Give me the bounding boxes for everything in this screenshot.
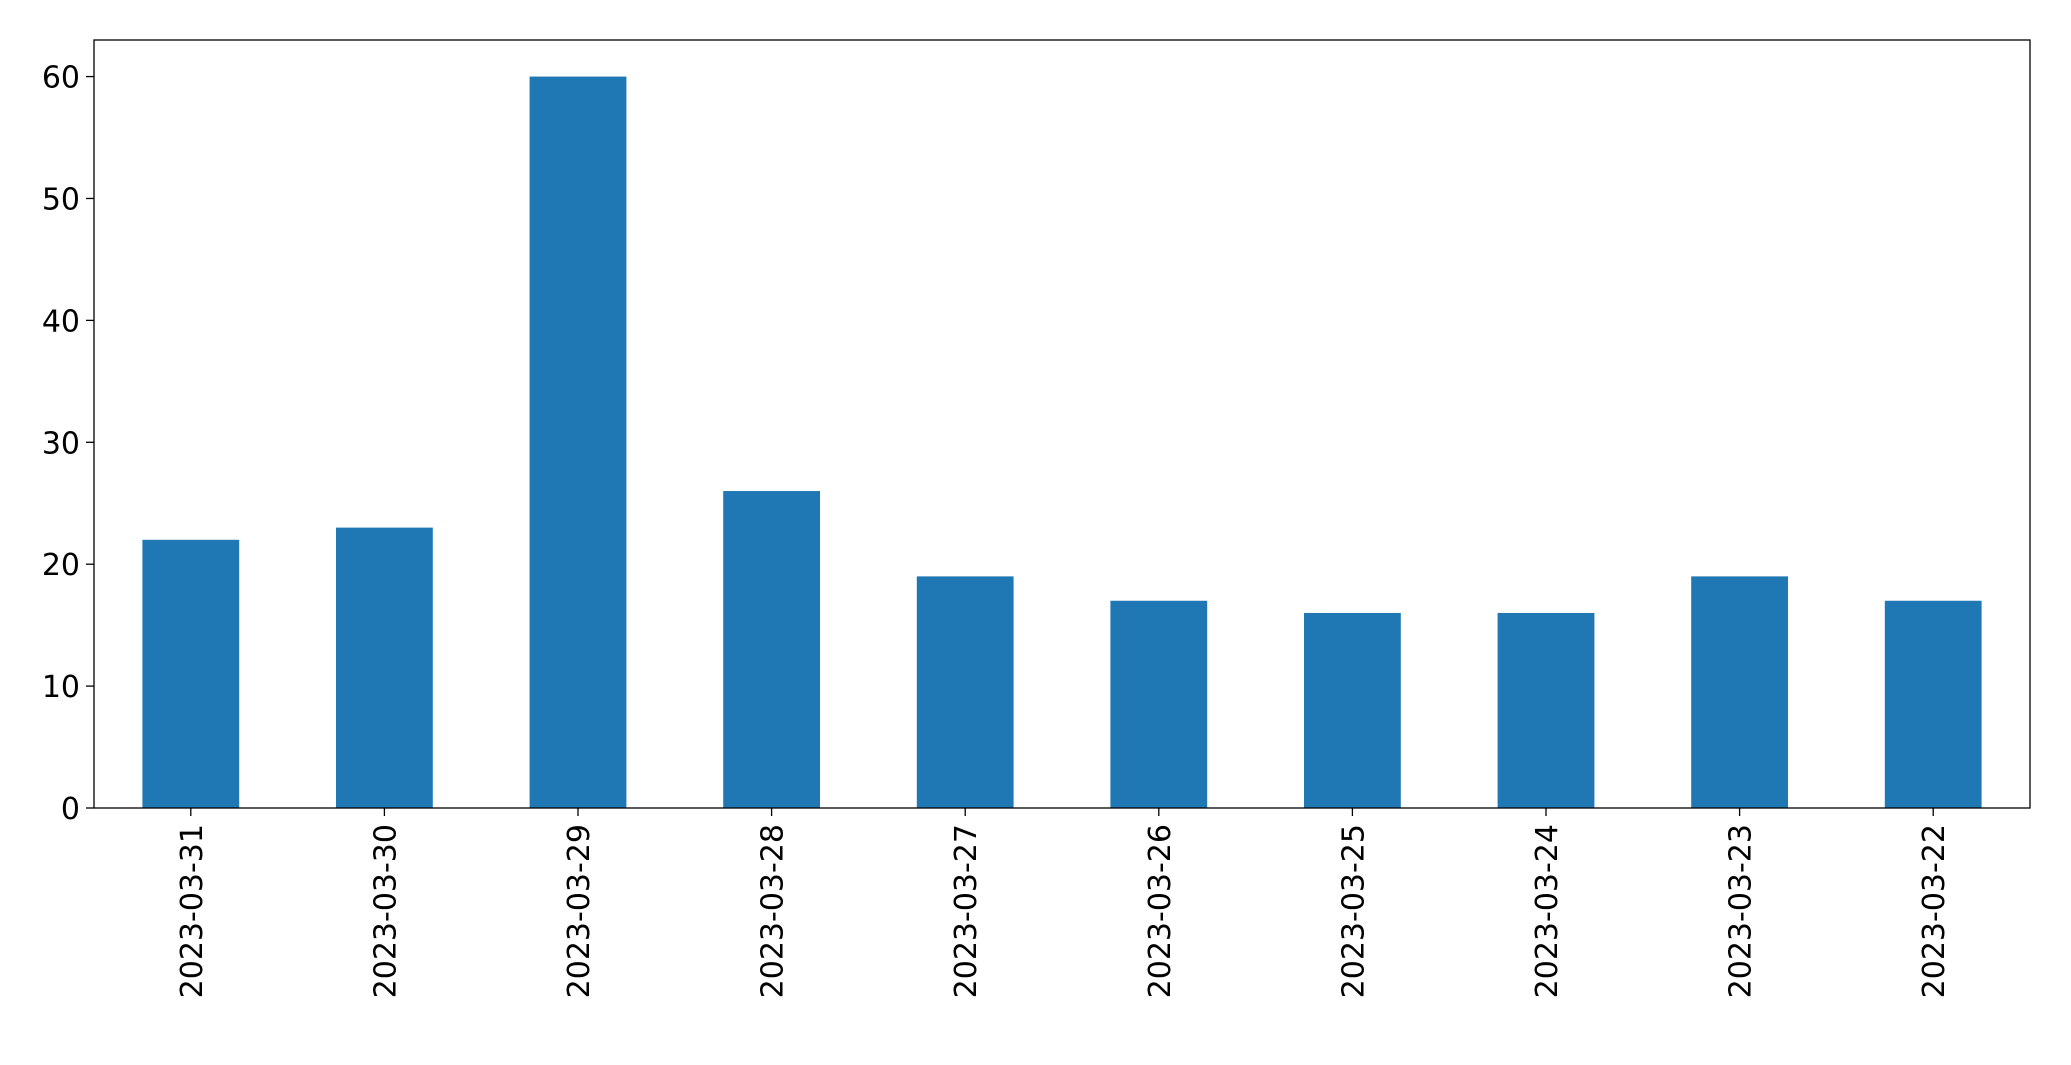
y-tick-label: 20 (42, 548, 80, 583)
bar (142, 539, 240, 808)
bar (1691, 576, 1788, 808)
x-tick-label: 2023-03-28 (756, 824, 791, 998)
bar (916, 576, 1014, 808)
bar (1884, 600, 1982, 808)
x-tick-label: 2023-03-23 (1724, 824, 1759, 998)
y-tick-label: 10 (42, 670, 80, 705)
y-tick-label: 60 (42, 61, 80, 96)
y-tick-label: 30 (42, 426, 80, 461)
plot-frame (93, 39, 2031, 809)
x-tick-label: 2023-03-27 (949, 824, 984, 998)
x-tick-label: 2023-03-24 (1530, 824, 1565, 998)
x-tick-label: 2023-03-30 (368, 824, 403, 998)
x-tick-label: 2023-03-22 (1917, 824, 1952, 998)
bar (1304, 612, 1401, 808)
bar (1110, 600, 1208, 808)
bar (723, 491, 820, 808)
bar (529, 76, 627, 809)
bar (336, 527, 433, 808)
bar (1497, 612, 1595, 808)
x-tick-label: 2023-03-26 (1143, 824, 1178, 998)
y-tick-label: 0 (61, 792, 80, 827)
x-tick-label: 2023-03-25 (1336, 824, 1371, 998)
x-tick-label: 2023-03-29 (562, 824, 597, 998)
x-tick-label: 2023-03-31 (175, 824, 210, 998)
y-tick-label: 40 (42, 304, 80, 339)
y-tick-label: 50 (42, 182, 80, 217)
